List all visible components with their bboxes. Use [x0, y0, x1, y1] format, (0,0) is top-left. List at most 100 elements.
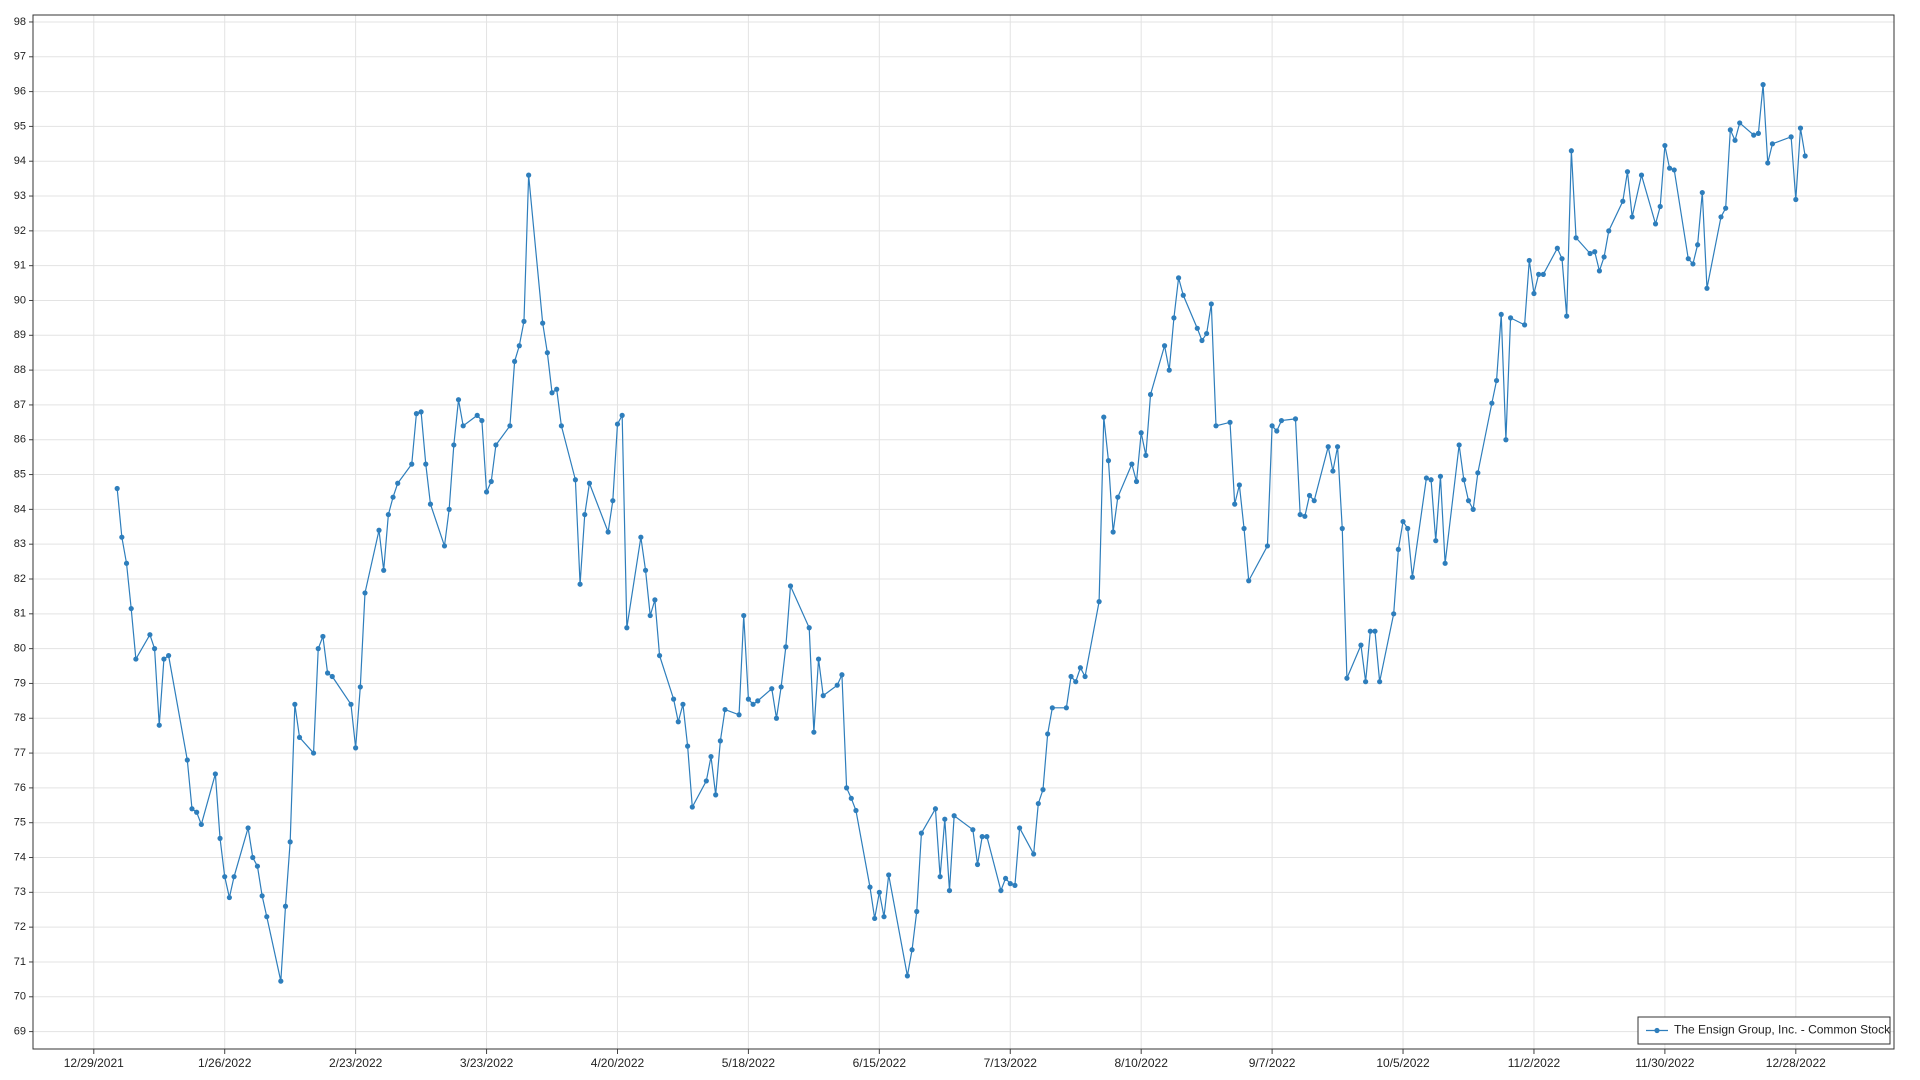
data-point: [1423, 475, 1430, 481]
data-point: [1793, 196, 1799, 203]
x-tick-label: 12/28/2022: [1766, 1056, 1826, 1070]
data-point: [1278, 417, 1285, 424]
data-point: [1769, 141, 1776, 147]
data-point: [1325, 444, 1331, 450]
data-point: [1049, 705, 1055, 711]
data-point: [1115, 494, 1121, 500]
data-point: [937, 874, 943, 880]
data-point: [675, 719, 681, 725]
data-point: [231, 874, 237, 880]
data-point: [1045, 731, 1051, 737]
data-point: [1040, 787, 1046, 793]
data-point: [460, 423, 466, 429]
data-point: [1475, 470, 1481, 476]
y-tick-label: 77: [14, 747, 26, 759]
data-point: [123, 560, 130, 566]
y-tick-label: 72: [14, 921, 26, 933]
data-point: [1311, 498, 1317, 504]
data-point: [1723, 205, 1729, 211]
y-tick-label: 96: [14, 85, 26, 97]
y-tick-label: 86: [14, 434, 26, 446]
data-point: [1082, 673, 1088, 680]
x-tick-label: 1/26/2022: [198, 1056, 252, 1070]
data-point: [493, 442, 499, 448]
data-point: [787, 583, 794, 589]
y-tick-label: 76: [14, 782, 26, 794]
y-tick-label: 95: [14, 120, 26, 132]
data-point: [147, 632, 153, 638]
data-point: [1002, 875, 1009, 882]
data-point: [353, 745, 359, 751]
data-point: [540, 320, 546, 326]
data-point: [736, 712, 742, 718]
data-point: [1657, 203, 1663, 210]
data-point: [119, 534, 125, 540]
data-point: [1685, 256, 1691, 262]
x-tick-label: 9/7/2022: [1249, 1056, 1296, 1070]
data-point: [441, 543, 448, 549]
data-point: [507, 423, 513, 429]
x-tick-label: 11/30/2022: [1635, 1056, 1694, 1070]
data-point: [1596, 268, 1603, 274]
data-point: [1620, 198, 1626, 204]
y-tick-label: 98: [14, 16, 26, 28]
data-point: [769, 686, 775, 692]
data-point: [254, 863, 261, 869]
data-point: [212, 771, 218, 777]
y-tick-label: 70: [14, 991, 26, 1003]
data-point: [198, 821, 204, 828]
data-point: [1138, 430, 1144, 436]
y-tick-label: 71: [14, 956, 26, 968]
data-point: [605, 529, 611, 535]
data-point: [722, 706, 728, 713]
data-point: [376, 527, 382, 533]
data-point: [1437, 473, 1444, 479]
data-point: [806, 625, 812, 631]
data-point: [1363, 679, 1369, 685]
data-point: [647, 612, 653, 619]
data-point: [848, 795, 854, 801]
data-point: [713, 792, 719, 798]
data-point: [1012, 882, 1018, 888]
data-point: [413, 411, 420, 417]
data-point: [259, 893, 265, 899]
data-point: [867, 884, 873, 890]
data-point: [984, 834, 990, 840]
data-point: [554, 386, 560, 392]
data-point: [1101, 414, 1107, 420]
data-point: [1493, 377, 1500, 384]
x-tick-label: 10/5/2022: [1376, 1056, 1430, 1070]
data-point: [1035, 800, 1041, 807]
data-point: [287, 839, 293, 845]
data-point: [1213, 423, 1219, 429]
data-point: [1718, 214, 1724, 220]
data-point: [324, 670, 331, 676]
data-point: [1522, 322, 1528, 328]
data-point: [395, 480, 401, 486]
y-tick-label: 74: [14, 851, 26, 863]
data-point: [1442, 560, 1448, 566]
data-point: [1391, 611, 1397, 617]
data-point: [876, 889, 882, 895]
data-point: [1246, 578, 1252, 584]
data-point: [296, 734, 303, 741]
data-point: [418, 409, 424, 415]
data-point: [1428, 477, 1434, 483]
data-point: [1330, 468, 1336, 474]
x-tick-label: 4/20/2022: [591, 1056, 645, 1070]
data-point: [1568, 148, 1574, 154]
data-point: [1498, 311, 1504, 318]
x-tick-label: 7/13/2022: [984, 1056, 1038, 1070]
data-point: [619, 412, 625, 418]
y-tick-label: 85: [14, 468, 26, 480]
data-point: [1105, 458, 1112, 464]
data-point: [1063, 705, 1069, 711]
data-point: [1526, 257, 1532, 264]
data-point: [1671, 167, 1677, 173]
data-point: [1306, 492, 1313, 499]
y-tick-label: 91: [14, 260, 26, 272]
data-point: [1470, 506, 1476, 512]
data-point: [1737, 120, 1743, 126]
y-tick-label: 81: [14, 608, 26, 620]
data-point: [390, 494, 396, 500]
